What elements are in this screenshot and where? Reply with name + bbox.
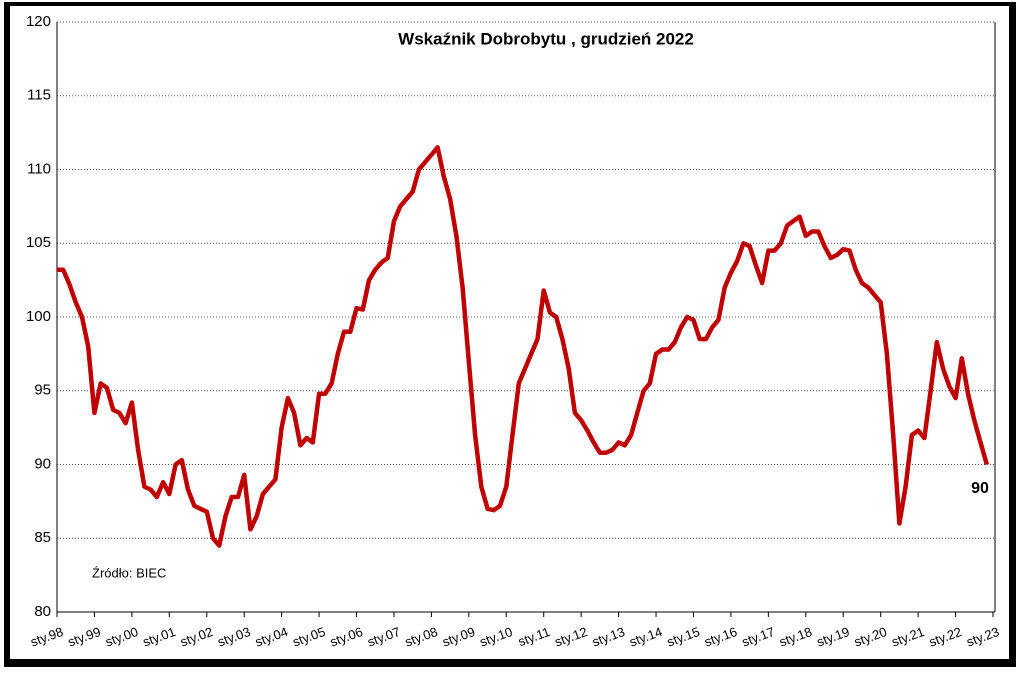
y-tick-label: 80	[34, 603, 51, 620]
y-tick-label: 110	[27, 160, 51, 177]
data-line	[57, 145, 989, 548]
chart-title: Wskaźnik Dobrobytu , grudzień 2022	[398, 29, 694, 48]
y-tick-label: 115	[27, 87, 51, 104]
y-tick-label: 100	[26, 308, 51, 325]
source: Źródło: BIEC	[92, 565, 166, 580]
y-tick-label: 85	[34, 529, 51, 546]
y-tick-label: 120	[26, 13, 51, 30]
end-label: 90	[971, 480, 989, 497]
frame	[8, 4, 1011, 661]
y-tick-label: 95	[34, 382, 51, 399]
y-tick-label: 105	[26, 234, 51, 251]
y-tick-label: 90	[34, 455, 51, 472]
